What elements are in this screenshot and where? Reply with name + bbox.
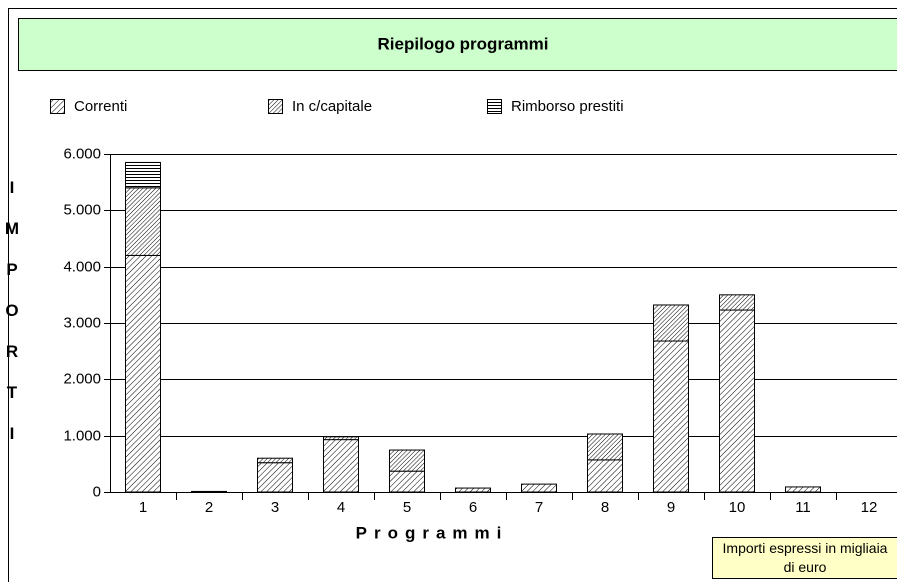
x-tick-label: 2 bbox=[205, 499, 213, 516]
bar-segment bbox=[455, 487, 491, 493]
x-tick-label: 12 bbox=[861, 499, 878, 516]
x-tick-label: 4 bbox=[337, 499, 345, 516]
x-tick-label: 5 bbox=[403, 499, 411, 516]
bar-segment bbox=[257, 462, 293, 493]
legend-label: Correnti bbox=[74, 98, 127, 115]
bar-segment bbox=[587, 433, 623, 461]
y-tick-label: 0 bbox=[93, 483, 101, 500]
x-tick-label: 6 bbox=[469, 499, 477, 516]
frame bbox=[8, 8, 897, 582]
bar-segment bbox=[323, 436, 359, 441]
bar-segment bbox=[323, 439, 359, 493]
note: Importi espressi in migliaia di euro bbox=[712, 537, 897, 579]
x-tick-label: 7 bbox=[535, 499, 543, 516]
bar-segment bbox=[125, 187, 161, 256]
x-tick-label: 9 bbox=[667, 499, 675, 516]
bar-segment bbox=[389, 470, 425, 493]
bar-segment bbox=[719, 294, 755, 311]
bar-segment bbox=[719, 309, 755, 493]
legend-label: Rimborso prestiti bbox=[511, 98, 624, 115]
legend-label: In c/capitale bbox=[292, 98, 372, 115]
bar-segment bbox=[257, 457, 293, 464]
bar-segment bbox=[389, 449, 425, 472]
y-tick-label: 5.000 bbox=[63, 201, 101, 218]
x-tick-label: 1 bbox=[139, 499, 147, 516]
bar-segment bbox=[191, 490, 227, 493]
y-tick-label: 3.000 bbox=[63, 314, 101, 331]
y-tick-label: 4.000 bbox=[63, 258, 101, 275]
legend-swatch bbox=[50, 99, 65, 114]
y-tick-label: 2.000 bbox=[63, 370, 101, 387]
x-tick-label: 10 bbox=[729, 499, 746, 516]
bar-segment bbox=[785, 486, 821, 493]
bar-segment bbox=[125, 161, 161, 189]
y-axis-label: IMPORTI bbox=[3, 178, 22, 465]
y-tick-label: 6.000 bbox=[63, 145, 101, 162]
x-tick-label: 3 bbox=[271, 499, 279, 516]
bar-segment bbox=[653, 340, 689, 493]
bar-segment bbox=[521, 483, 557, 493]
bar-segment bbox=[653, 304, 689, 342]
title-box bbox=[18, 18, 897, 71]
x-axis-label: Programmi bbox=[356, 523, 509, 542]
bar-segment bbox=[587, 459, 623, 493]
x-tick-label: 11 bbox=[795, 499, 811, 516]
chart-title: Riepilogo programmi bbox=[378, 34, 549, 53]
legend-swatch bbox=[487, 99, 502, 114]
bar-segment bbox=[125, 254, 161, 493]
y-tick-label: 1.000 bbox=[63, 427, 101, 444]
legend-swatch bbox=[268, 99, 283, 114]
x-tick-label: 8 bbox=[601, 499, 609, 516]
